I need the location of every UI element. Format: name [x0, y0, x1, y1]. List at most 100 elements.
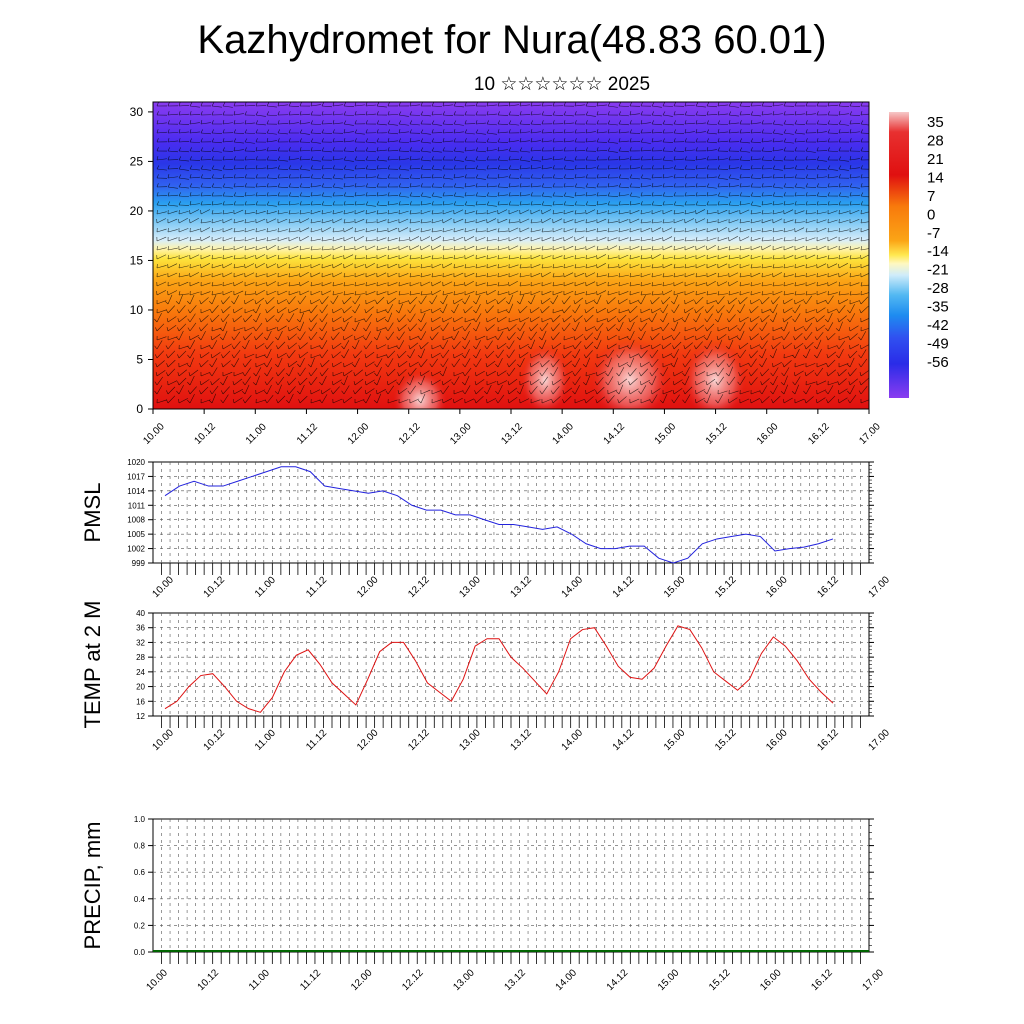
- wind-barb: [662, 275, 673, 278]
- wind-barb-flag: [354, 236, 356, 242]
- wind-barb-flag: [541, 201, 545, 206]
- wind-barb: [761, 265, 772, 269]
- x-tick-label: 12.12: [406, 574, 432, 600]
- wind-barb: [365, 263, 375, 269]
- wind-barb-flag: [760, 318, 763, 323]
- wind-barb: [288, 186, 299, 188]
- wind-barb-flag: [750, 192, 754, 197]
- wind-barb: [574, 282, 585, 287]
- wind-barb: [244, 212, 255, 215]
- wind-barb: [651, 176, 662, 179]
- wind-barb-flag: [827, 138, 830, 143]
- wind-barb: [827, 257, 838, 260]
- wind-barb: [497, 194, 508, 197]
- wind-barb: [827, 385, 834, 395]
- wind-barb-flag: [607, 183, 610, 188]
- wind-barb: [222, 122, 233, 125]
- wind-barb-flag: [255, 174, 258, 179]
- wind-barb: [827, 263, 838, 269]
- wind-barb-flag: [651, 201, 654, 206]
- wind-barb: [519, 131, 530, 134]
- wind-barb-flag: [211, 165, 215, 170]
- wind-barb: [585, 281, 596, 287]
- wind-barb: [783, 307, 793, 314]
- wind-barb: [750, 122, 761, 125]
- wind-barb: [794, 398, 805, 404]
- wind-barb-flag: [683, 345, 686, 350]
- wind-barb-flag: [222, 156, 225, 161]
- wind-barb-flag: [277, 192, 280, 197]
- wind-barb: [464, 149, 475, 152]
- wind-barb-flag: [607, 120, 611, 125]
- wind-barb: [409, 185, 420, 188]
- wind-barb: [475, 212, 486, 215]
- wind-barb-flag: [409, 156, 412, 161]
- wind-barb: [673, 349, 679, 359]
- colorbar-label: -42: [927, 317, 949, 334]
- wind-barb: [684, 367, 690, 377]
- wind-barb-flag: [739, 219, 742, 224]
- wind-barb: [673, 321, 679, 332]
- wind-barb-flag: [288, 272, 290, 278]
- wind-barb: [695, 306, 704, 314]
- wind-barb-flag: [726, 363, 730, 368]
- wind-barb: [266, 229, 277, 233]
- wind-barb-flag: [584, 309, 587, 314]
- wind-barb: [530, 149, 541, 152]
- wind-barb: [574, 230, 585, 233]
- wind-barb: [816, 131, 827, 134]
- wind-barb: [178, 362, 189, 368]
- wind-barb-flag: [189, 237, 192, 242]
- wind-barb-flag: [220, 390, 224, 395]
- wind-barb: [618, 314, 627, 323]
- wind-barb-flag: [232, 318, 235, 323]
- wind-barb: [299, 176, 310, 179]
- wind-barb-flag: [210, 318, 213, 323]
- wind-barb-flag: [209, 345, 213, 350]
- wind-barb-flag: [321, 192, 325, 197]
- wind-barb-flag: [585, 165, 588, 170]
- wind-barb: [244, 272, 255, 278]
- wind-barb-flag: [343, 209, 345, 215]
- wind-barb: [255, 186, 267, 188]
- wind-barb: [563, 395, 572, 404]
- wind-barb-flag: [222, 210, 225, 215]
- wind-barb: [266, 273, 277, 278]
- wind-barb: [244, 359, 252, 368]
- wind-barb-flag: [475, 210, 478, 215]
- wind-barb: [288, 236, 299, 242]
- wind-barb-flag: [607, 228, 610, 233]
- wind-barb-flag: [618, 138, 621, 143]
- wind-barb: [156, 309, 167, 314]
- wind-barb: [178, 177, 189, 180]
- wind-barb-flag: [420, 201, 423, 206]
- wind-barb-flag: [816, 183, 819, 188]
- wind-barb-flag: [684, 120, 687, 125]
- wind-barb: [695, 397, 705, 404]
- wind-barb-flag: [442, 201, 445, 206]
- wind-barb: [200, 291, 211, 296]
- wind-barb: [398, 123, 409, 126]
- wind-barb-flag: [354, 192, 357, 197]
- wind-barb: [596, 150, 607, 152]
- wind-barb-flag: [440, 363, 444, 368]
- wind-barb-flag: [387, 183, 390, 188]
- wind-barb: [772, 327, 783, 332]
- wind-barb-flag: [398, 174, 401, 179]
- wind-barb-flag: [540, 363, 543, 368]
- wind-barb-flag: [562, 390, 565, 395]
- wind-barb-flag: [154, 345, 158, 350]
- wind-barb-flag: [453, 102, 457, 107]
- wind-barb-flag: [827, 201, 830, 206]
- wind-barb: [574, 358, 581, 368]
- wind-barb: [728, 114, 739, 117]
- wind-barb: [431, 257, 442, 260]
- wind-barb: [618, 211, 629, 215]
- wind-barb-flag: [706, 174, 709, 179]
- wind-barb-flag: [815, 327, 818, 332]
- wind-barb-flag: [629, 129, 632, 134]
- wind-barb-flag: [682, 354, 686, 359]
- wind-barb: [354, 104, 365, 107]
- wind-barb-flag: [453, 282, 456, 287]
- heatmap-x-tick-label: 15.00: [653, 421, 679, 447]
